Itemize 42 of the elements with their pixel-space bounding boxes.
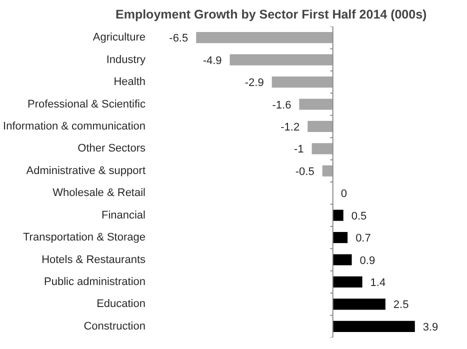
y-tick-label: Wholesale & Retail (52, 187, 146, 200)
bar (332, 210, 344, 221)
y-tick-label: Administrative & support (26, 164, 146, 177)
data-label: -1 (294, 144, 304, 156)
data-label: -6.5 (169, 32, 188, 45)
bar (196, 32, 333, 44)
bar (322, 165, 333, 176)
data-label: 1.4 (370, 276, 386, 289)
bar (308, 120, 333, 132)
data-label: 0.9 (360, 254, 376, 267)
bar (299, 98, 333, 110)
data-label: 0 (340, 188, 347, 200)
y-tick-label: Other Sectors (78, 142, 146, 155)
bar (230, 54, 333, 66)
chart-title: Employment Growth by Sector First Half 2014 (000s) (116, 8, 427, 22)
data-label: -1.6 (272, 99, 292, 112)
data-label: -4.9 (202, 54, 222, 67)
y-tick-label: Hotels & Restaurants (42, 254, 146, 266)
data-label: -1.2 (280, 121, 300, 134)
y-tick-label: Public administration (44, 276, 146, 288)
bar (312, 143, 333, 154)
data-label: -0.5 (295, 166, 314, 178)
data-label: 0.7 (356, 232, 371, 245)
data-label: -2.9 (244, 77, 264, 90)
y-tick-label: Health (114, 76, 146, 88)
y-tick-label: Information & communication (3, 120, 146, 132)
data-label: 3.9 (422, 321, 438, 334)
y-tick-label: Industry (106, 54, 146, 66)
y-tick-label: Agriculture (92, 32, 146, 44)
bar (332, 254, 352, 266)
bar (332, 232, 348, 244)
y-tick-label: Construction (84, 320, 146, 332)
bar (272, 76, 333, 88)
data-label: 0.5 (351, 210, 367, 222)
y-tick-label: Education (96, 298, 146, 310)
y-tick-label: Professional & Scientific (28, 98, 146, 110)
y-tick-label: Transportation & Storage (23, 232, 146, 244)
bar (332, 276, 362, 288)
data-label: 2.5 (393, 299, 409, 312)
y-tick-label: Financial (101, 209, 146, 222)
bar (332, 320, 415, 332)
bar (332, 298, 386, 310)
